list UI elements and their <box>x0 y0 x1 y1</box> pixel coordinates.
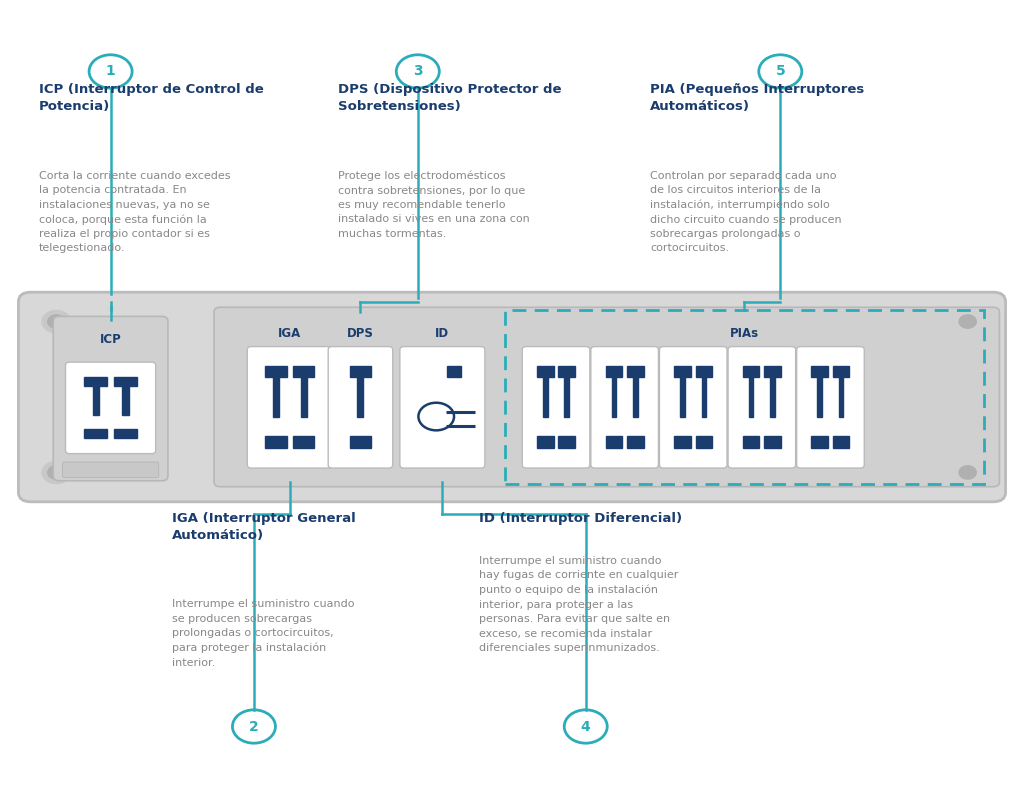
Text: ICP: ICP <box>99 333 122 346</box>
Bar <box>764 366 781 377</box>
Text: ID (Interruptor Diferencial): ID (Interruptor Diferencial) <box>479 512 682 525</box>
Text: Controlan por separado cada uno
de los circuitos interiores de la
instalación, i: Controlan por separado cada uno de los c… <box>650 171 842 253</box>
FancyBboxPatch shape <box>659 346 727 468</box>
Bar <box>833 436 850 448</box>
Circle shape <box>48 315 65 328</box>
Text: Protege los electrodomésticos
contra sobretensiones, por lo que
es muy recomenda: Protege los electrodomésticos contra sob… <box>338 171 529 239</box>
Text: IGA (Interruptor General
Automático): IGA (Interruptor General Automático) <box>172 512 355 542</box>
Bar <box>817 373 822 417</box>
Bar <box>446 366 461 377</box>
Bar <box>674 436 691 448</box>
Text: 4: 4 <box>581 719 591 734</box>
FancyBboxPatch shape <box>522 346 590 468</box>
Circle shape <box>48 466 65 479</box>
Bar <box>605 366 623 377</box>
FancyBboxPatch shape <box>66 362 156 453</box>
Bar <box>114 430 137 437</box>
Bar <box>84 377 108 386</box>
Circle shape <box>953 461 982 484</box>
Bar <box>543 373 548 417</box>
Bar <box>92 383 99 414</box>
Bar <box>558 436 575 448</box>
Text: Interrumpe el suministro cuando
hay fugas de corriente en cualquier
punto o equi: Interrumpe el suministro cuando hay fuga… <box>479 556 679 653</box>
FancyBboxPatch shape <box>328 346 392 468</box>
Bar <box>839 373 844 417</box>
Bar <box>811 436 828 448</box>
Text: PIAs: PIAs <box>730 327 759 340</box>
Text: DPS: DPS <box>347 327 374 340</box>
FancyBboxPatch shape <box>62 462 159 478</box>
Text: ID: ID <box>435 327 450 340</box>
Bar <box>293 366 314 377</box>
Bar <box>742 436 760 448</box>
Text: Corta la corriente cuando excedes
la potencia contratada. En
instalaciones nueva: Corta la corriente cuando excedes la pot… <box>39 171 230 253</box>
FancyBboxPatch shape <box>591 346 658 468</box>
Bar <box>293 436 314 448</box>
Bar <box>537 366 554 377</box>
Bar <box>301 373 306 417</box>
Bar <box>811 366 828 377</box>
Bar <box>770 373 775 417</box>
Bar <box>84 430 108 437</box>
Bar <box>350 436 371 448</box>
Bar <box>605 436 623 448</box>
Text: 2: 2 <box>249 719 259 734</box>
Bar <box>350 366 371 377</box>
Bar <box>265 366 287 377</box>
Circle shape <box>953 310 982 333</box>
FancyBboxPatch shape <box>399 346 485 468</box>
Bar <box>633 373 638 417</box>
Bar <box>680 373 685 417</box>
Bar <box>558 366 575 377</box>
Text: 1: 1 <box>105 64 116 79</box>
Circle shape <box>959 466 976 479</box>
Text: 3: 3 <box>413 64 423 79</box>
Bar <box>695 436 713 448</box>
Text: ICP (Interruptor de Control de
Potencia): ICP (Interruptor de Control de Potencia) <box>39 83 263 113</box>
Text: IGA: IGA <box>279 327 301 340</box>
Bar <box>764 436 781 448</box>
Bar <box>564 373 569 417</box>
Bar <box>674 366 691 377</box>
Text: PIA (Pequeños Interruptores
Automáticos): PIA (Pequeños Interruptores Automáticos) <box>650 83 864 113</box>
Bar <box>114 377 137 386</box>
Bar <box>357 373 364 417</box>
FancyBboxPatch shape <box>728 346 796 468</box>
Text: Interrumpe el suministro cuando
se producen sobrecargas
prolongadas o cortocircu: Interrumpe el suministro cuando se produ… <box>172 599 354 668</box>
FancyBboxPatch shape <box>214 307 999 487</box>
Text: DPS (Dispositivo Protector de
Sobretensiones): DPS (Dispositivo Protector de Sobretensi… <box>338 83 561 113</box>
Bar <box>537 436 554 448</box>
FancyBboxPatch shape <box>247 346 332 468</box>
Bar <box>627 436 644 448</box>
Bar <box>695 366 713 377</box>
Bar <box>627 366 644 377</box>
FancyBboxPatch shape <box>797 346 864 468</box>
Bar <box>749 373 754 417</box>
Bar <box>265 436 287 448</box>
Bar <box>701 373 707 417</box>
Bar <box>611 373 616 417</box>
Circle shape <box>42 461 71 484</box>
Bar <box>833 366 850 377</box>
Circle shape <box>959 315 976 328</box>
FancyBboxPatch shape <box>18 292 1006 502</box>
Bar <box>273 373 279 417</box>
Bar <box>742 366 760 377</box>
Bar <box>122 383 129 414</box>
Circle shape <box>42 310 71 333</box>
FancyBboxPatch shape <box>53 317 168 481</box>
Text: 5: 5 <box>775 64 785 79</box>
